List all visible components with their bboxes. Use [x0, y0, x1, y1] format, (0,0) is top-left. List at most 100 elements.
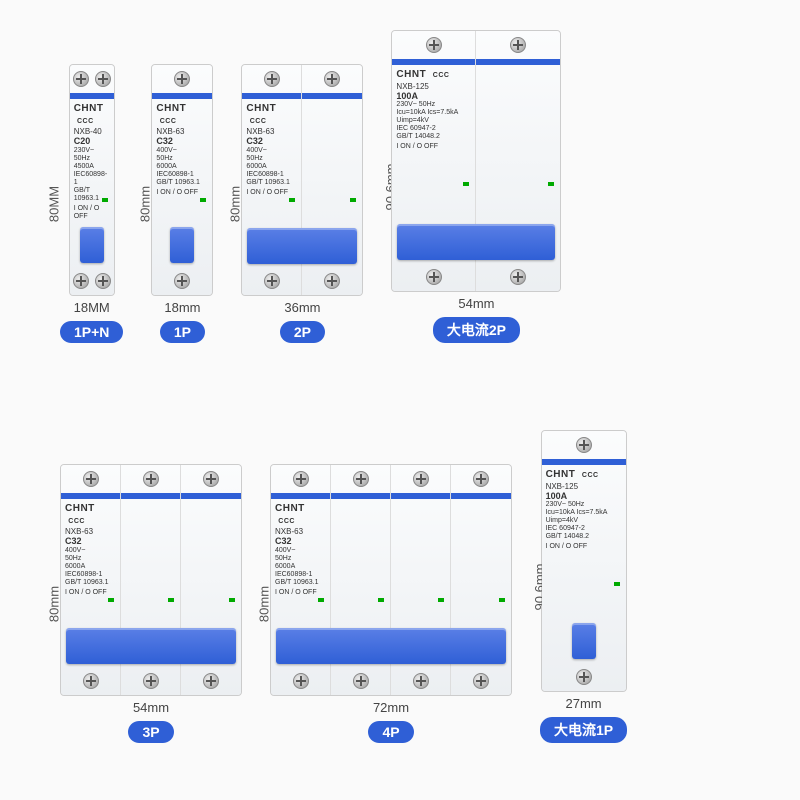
- brand-stripe: [392, 59, 475, 65]
- screw-icon: [576, 437, 592, 453]
- brand-stripe: [152, 93, 212, 99]
- type-badge: 2P: [280, 321, 325, 343]
- brand-stripe: [302, 93, 362, 99]
- toggle-switch[interactable]: [276, 628, 506, 664]
- type-badge: 4P: [368, 721, 413, 743]
- toggle-switch[interactable]: [572, 623, 596, 659]
- breaker-p4: 80mmCHNT CCCNXB-63C32400V~50Hz6000AIEC60…: [270, 464, 512, 743]
- rating-text: C32: [275, 536, 326, 546]
- screw-icon: [426, 269, 442, 285]
- on-off-text: I ON / O OFF: [246, 189, 297, 197]
- type-badge: 大电流1P: [540, 717, 627, 743]
- screw-icon: [324, 71, 340, 87]
- height-label: 80MM: [47, 185, 62, 221]
- status-led-icon: [102, 198, 108, 202]
- toggle-switch[interactable]: [170, 227, 194, 263]
- toggle-switch[interactable]: [66, 628, 236, 664]
- screw-icon: [174, 71, 190, 87]
- status-led-icon: [168, 598, 174, 602]
- breaker-body: CHNT CCCNXB-40C20230V~50Hz4500AIEC60898-…: [69, 64, 115, 296]
- on-off-text: I ON / O OFF: [74, 205, 110, 221]
- pole: CHNT CCCNXB-63C32400V~50Hz6000AIEC60898-…: [152, 65, 212, 295]
- width-label: 54mm: [458, 296, 494, 311]
- screw-icon: [576, 669, 592, 685]
- breaker-big2p: 90.6mmCHNT CCCNXB-125100A230V~ 50HzIcu=1…: [391, 30, 561, 343]
- brand-stripe: [61, 493, 120, 499]
- screw-icon: [83, 471, 99, 487]
- brand-stripe: [181, 493, 241, 499]
- status-led-icon: [108, 598, 114, 602]
- model-text: NXB-63: [65, 527, 116, 536]
- status-led-icon: [350, 198, 356, 202]
- brand-text: CHNT CCC: [65, 503, 116, 526]
- brand-stripe: [451, 493, 511, 499]
- brand-stripe: [121, 493, 180, 499]
- status-led-icon: [378, 598, 384, 602]
- brand-text: CHNT CCC: [74, 103, 110, 126]
- brand-text: CHNT CCC: [156, 103, 208, 126]
- label-panel: CHNT CCCNXB-63C32400V~50Hz6000AIEC60898-…: [275, 503, 326, 597]
- specs-text: 400V~50Hz6000AIEC60898-1GB/T 10963.1: [65, 547, 116, 587]
- breaker-body: CHNT CCCNXB-125100A230V~ 50HzIcu=10kA Ic…: [541, 430, 627, 692]
- brand-stripe: [542, 459, 626, 465]
- label-panel: CHNT CCCNXB-63C32400V~50Hz6000AIEC60898-…: [156, 103, 208, 197]
- width-label: 18mm: [164, 300, 200, 315]
- specs-text: 400V~50Hz6000AIEC60898-1GB/T 10963.1: [275, 547, 326, 587]
- screw-icon: [95, 273, 111, 289]
- screw-icon: [95, 71, 111, 87]
- type-badge: 3P: [128, 721, 173, 743]
- rating-text: 100A: [396, 91, 471, 101]
- screw-icon: [353, 471, 369, 487]
- label-panel: CHNT CCCNXB-63C32400V~50Hz6000AIEC60898-…: [246, 103, 297, 197]
- toggle-switch[interactable]: [397, 224, 555, 260]
- pole: CHNT CCCNXB-125100A230V~ 50HzIcu=10kA Ic…: [542, 431, 626, 691]
- type-badge: 1P: [160, 321, 205, 343]
- screw-icon: [353, 673, 369, 689]
- screw-icon: [324, 273, 340, 289]
- model-text: NXB-125: [396, 82, 471, 91]
- pole: CHNT CCCNXB-40C20230V~50Hz4500AIEC60898-…: [70, 65, 114, 295]
- status-led-icon: [289, 198, 295, 202]
- brand-text: CHNT CCC: [246, 103, 297, 126]
- model-text: NXB-63: [275, 527, 326, 536]
- width-label: 54mm: [133, 700, 169, 715]
- rating-text: C32: [65, 536, 116, 546]
- screw-icon: [473, 673, 489, 689]
- type-badge: 1P+N: [60, 321, 123, 343]
- on-off-text: I ON / O OFF: [546, 543, 622, 551]
- toggle-switch[interactable]: [80, 227, 104, 263]
- screw-icon: [293, 471, 309, 487]
- rating-text: C32: [246, 136, 297, 146]
- screw-icon: [264, 273, 280, 289]
- model-text: NXB-125: [546, 482, 622, 491]
- row-2: 80mmCHNT CCCNXB-63C32400V~50Hz6000AIEC60…: [60, 430, 627, 743]
- brand-text: CHNT CCC: [275, 503, 326, 526]
- specs-text: 400V~50Hz6000AIEC60898-1GB/T 10963.1: [156, 147, 208, 187]
- brand-text: CHNT CCC: [396, 69, 471, 81]
- model-text: NXB-40: [74, 127, 110, 136]
- brand-stripe: [331, 493, 390, 499]
- brand-stripe: [242, 93, 301, 99]
- breaker-p1: 80mmCHNT CCCNXB-63C32400V~50Hz6000AIEC60…: [151, 64, 213, 343]
- screw-icon: [510, 37, 526, 53]
- screw-icon: [413, 471, 429, 487]
- brand-stripe: [70, 93, 114, 99]
- width-label: 27mm: [566, 696, 602, 711]
- breaker-body: CHNT CCCNXB-63C32400V~50Hz6000AIEC60898-…: [151, 64, 213, 296]
- width-label: 36mm: [284, 300, 320, 315]
- label-panel: CHNT CCCNXB-40C20230V~50Hz4500AIEC60898-…: [74, 103, 110, 221]
- screw-icon: [143, 673, 159, 689]
- screw-icon: [413, 673, 429, 689]
- status-led-icon: [614, 582, 620, 586]
- brand-text: CHNT CCC: [546, 469, 622, 481]
- on-off-text: I ON / O OFF: [396, 143, 471, 151]
- breaker-p3: 80mmCHNT CCCNXB-63C32400V~50Hz6000AIEC60…: [60, 464, 242, 743]
- model-text: NXB-63: [246, 127, 297, 136]
- width-label: 72mm: [373, 700, 409, 715]
- type-badge: 大电流2P: [433, 317, 520, 343]
- screw-icon: [83, 673, 99, 689]
- on-off-text: I ON / O OFF: [156, 189, 208, 197]
- breaker-p1n: 80MMCHNT CCCNXB-40C20230V~50Hz4500AIEC60…: [60, 64, 123, 343]
- brand-stripe: [476, 59, 560, 65]
- toggle-switch[interactable]: [247, 228, 357, 264]
